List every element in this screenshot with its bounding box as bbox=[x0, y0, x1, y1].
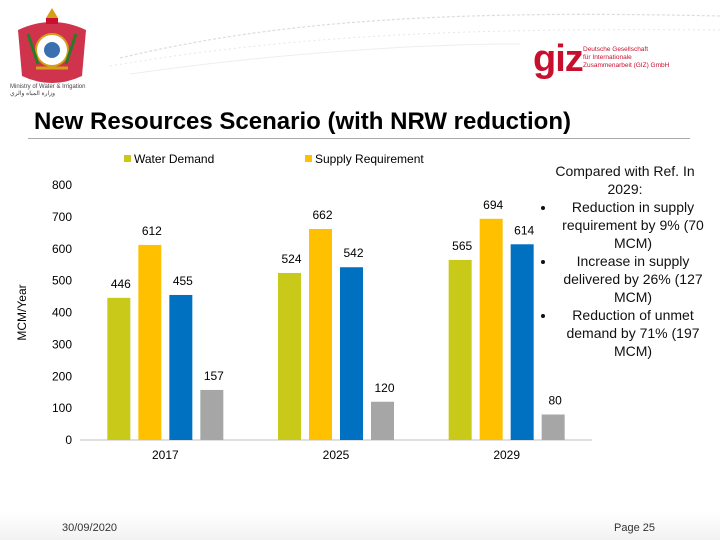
legend-label-supply-requirement: Supply Requirement bbox=[315, 152, 424, 166]
slide-title: New Resources Scenario (with NRW reducti… bbox=[34, 108, 571, 135]
bar bbox=[371, 401, 394, 440]
y-tick-label: 100 bbox=[52, 401, 72, 415]
x-tick-label: 2025 bbox=[323, 448, 350, 462]
y-tick-label: 300 bbox=[52, 337, 72, 351]
bar-value-label: 455 bbox=[173, 274, 193, 288]
bar-value-label: 662 bbox=[312, 208, 332, 222]
y-tick-label: 700 bbox=[52, 210, 72, 224]
title-divider bbox=[28, 138, 690, 139]
giz-full-name: Deutsche Gesellschaft für Internationale… bbox=[583, 46, 670, 69]
bar bbox=[340, 267, 363, 440]
bar-value-label: 524 bbox=[281, 252, 301, 266]
bar bbox=[479, 218, 503, 440]
bar-value-label: 694 bbox=[483, 198, 503, 212]
bar bbox=[278, 272, 301, 440]
bar bbox=[309, 228, 332, 440]
footer-band bbox=[0, 512, 720, 540]
bar-value-label: 80 bbox=[548, 394, 562, 408]
note-bullet: Reduction in supply requirement by 9% (7… bbox=[556, 198, 710, 252]
bar-value-label: 542 bbox=[343, 246, 363, 260]
y-tick-label: 200 bbox=[52, 369, 72, 383]
y-tick-label: 800 bbox=[52, 178, 72, 192]
legend-item-water-demand: Water Demand bbox=[124, 152, 214, 166]
legend-item-supply-requirement: Supply Requirement bbox=[305, 152, 424, 166]
note-bullet: Reduction of unmet demand by 71% (197 MC… bbox=[556, 306, 710, 360]
legend-label-water-demand: Water Demand bbox=[134, 152, 215, 166]
page-number: Page 25 bbox=[614, 522, 655, 534]
y-axis-label: MCM/Year bbox=[15, 284, 29, 340]
bar-value-label: 157 bbox=[204, 369, 224, 383]
y-tick-label: 500 bbox=[52, 274, 72, 288]
header-band: Ministry of Water & Irrigation وزارة الم… bbox=[0, 0, 720, 110]
note-bullet-list: Reduction in supply requirement by 9% (7… bbox=[540, 198, 710, 360]
y-tick-label: 600 bbox=[52, 242, 72, 256]
bar-value-label: 565 bbox=[452, 239, 472, 253]
bar-chart: 0 100 200 300 400 500 600 700 800 MCM/Year 446 612 4… bbox=[15, 178, 592, 462]
x-tick-label: 2029 bbox=[493, 448, 520, 462]
bar bbox=[107, 297, 131, 440]
comparison-note: Compared with Ref. In 2029: Reduction in… bbox=[540, 162, 710, 360]
bar bbox=[448, 259, 472, 440]
x-tick-label: 2017 bbox=[152, 448, 179, 462]
legend-swatch-water-demand bbox=[124, 155, 131, 162]
coat-of-arms-logo bbox=[18, 8, 86, 83]
bar bbox=[510, 244, 534, 440]
note-heading: Compared with Ref. In 2029: bbox=[555, 163, 695, 197]
header-swoosh-decoration bbox=[109, 13, 720, 75]
bar-value-label: 446 bbox=[111, 277, 131, 291]
bar-value-label: 120 bbox=[374, 381, 394, 395]
bar bbox=[200, 389, 224, 440]
bar bbox=[138, 244, 162, 440]
legend-swatch-supply-requirement bbox=[305, 155, 312, 162]
ministry-name: Ministry of Water & Irrigation وزارة الم… bbox=[10, 84, 86, 97]
bar bbox=[541, 414, 565, 440]
note-bullet: Increase in supply delivered by 26% (127… bbox=[556, 252, 710, 306]
footer-date: 30/09/2020 bbox=[62, 522, 118, 534]
giz-logo: giz bbox=[533, 38, 584, 80]
bar-value-label: 614 bbox=[514, 223, 534, 237]
y-tick-label: 400 bbox=[52, 306, 72, 320]
bar bbox=[169, 294, 193, 440]
y-tick-label: 0 bbox=[65, 433, 72, 447]
bar-value-label: 612 bbox=[142, 224, 162, 238]
